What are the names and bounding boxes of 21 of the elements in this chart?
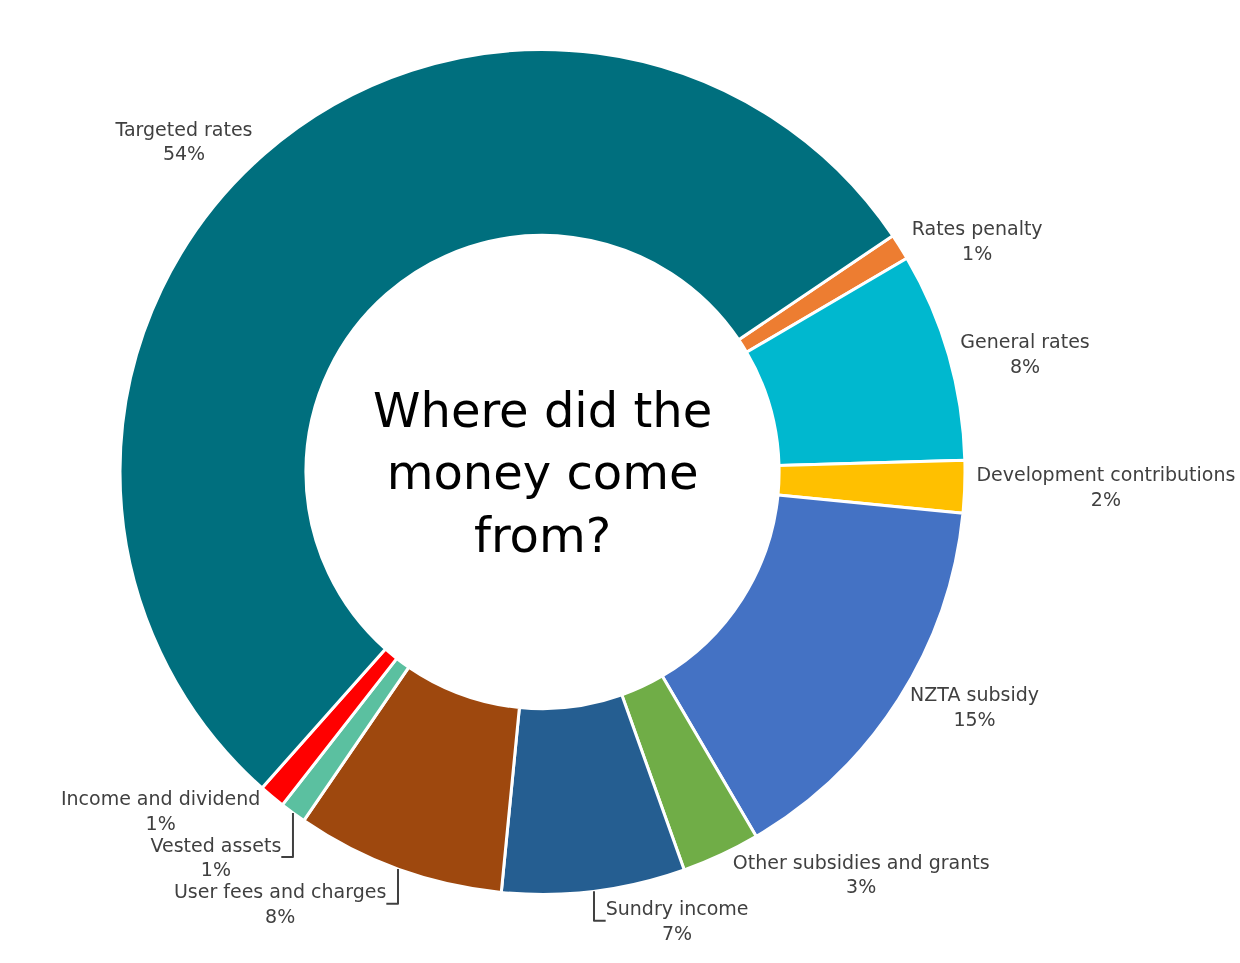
data-label: 3% xyxy=(846,875,877,898)
slice-label: Other subsidies and grants xyxy=(732,850,990,873)
slice-label: NZTA subsidy xyxy=(910,683,1039,706)
data-label: 54% xyxy=(162,142,206,165)
slice-label: Development contributions xyxy=(976,463,1236,486)
slice-label: Vested assets xyxy=(150,833,282,856)
data-label: 7% xyxy=(662,922,693,945)
slice-label: Sundry income xyxy=(605,897,749,920)
slice-label: Rates penalty xyxy=(911,216,1043,239)
data-label: 8% xyxy=(1009,355,1041,378)
slice-label: Targeted rates xyxy=(114,117,253,140)
slice-label: User fees and charges xyxy=(173,880,387,903)
data-label: 1% xyxy=(200,858,231,881)
slice-label: General rates xyxy=(960,330,1090,353)
data-label: 1% xyxy=(962,241,993,264)
data-label: 2% xyxy=(1090,488,1121,511)
text: Where did the money come from? xyxy=(373,382,713,563)
data-label: 15% xyxy=(953,707,996,730)
slice-label: Income and dividend xyxy=(60,787,261,810)
data-label: 8% xyxy=(265,905,296,928)
data-label: 1% xyxy=(145,811,176,834)
